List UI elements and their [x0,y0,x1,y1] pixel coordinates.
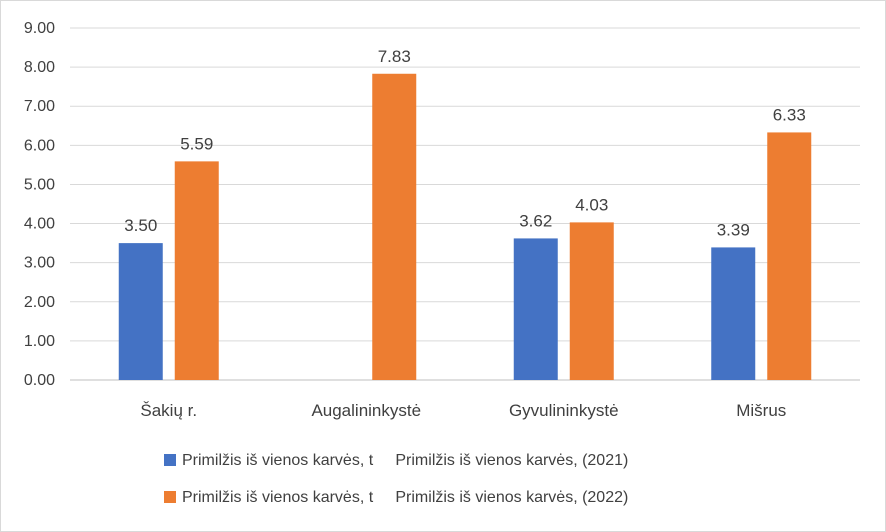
y-tick-label: 8.00 [24,59,55,76]
data-label: 3.50 [124,216,157,235]
y-tick-label: 5.00 [24,176,55,193]
data-label: 4.03 [575,195,608,214]
data-label: 3.39 [717,220,750,239]
y-tick-label: 0.00 [24,372,55,389]
x-category-label: Mišrus [736,401,786,420]
bar-1 [513,238,558,380]
bar-2 [372,73,417,380]
y-tick-label: 6.00 [24,137,55,154]
data-label: 6.33 [773,105,806,124]
y-tick-label: 2.00 [24,294,55,311]
y-tick-label: 4.00 [24,216,55,233]
bar-1 [118,243,163,380]
legend-label: Primilžis iš vienos karvės, t Primilžis … [182,489,628,506]
bar-1 [711,247,756,380]
bar-2 [767,132,812,380]
legend-label: Primilžis iš vienos karvės, t Primilžis … [182,452,628,469]
data-label: 7.83 [378,47,411,66]
x-category-label: Augalininkystė [311,401,421,420]
x-category-label: Gyvulininkystė [509,401,619,420]
data-label: 3.62 [519,211,552,230]
x-category-label: Šakių r. [140,401,197,420]
legend-swatch-1 [164,454,176,466]
y-tick-label: 7.00 [24,98,55,115]
data-label: 5.59 [180,134,213,153]
bar-2 [174,161,219,380]
y-tick-label: 3.00 [24,255,55,272]
y-tick-label: 1.00 [24,333,55,350]
legend-swatch-2 [164,491,176,503]
y-tick-label: 9.00 [24,20,55,37]
bar-2 [569,222,614,380]
